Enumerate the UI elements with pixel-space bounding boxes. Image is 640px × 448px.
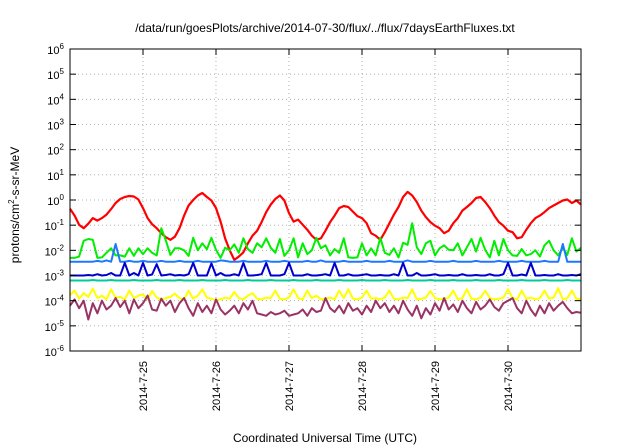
y-tick-label: 103 <box>47 118 64 133</box>
y-tick-label: 104 <box>47 92 64 107</box>
y-tick-base: 10 <box>47 95 59 107</box>
grid-lines <box>70 49 581 351</box>
y-tick-exp: -5 <box>57 319 65 328</box>
y-tick-label: 102 <box>47 143 64 158</box>
x-axis-label: Coordinated Universal Time (UTC) <box>233 431 417 445</box>
y-tick-base: 10 <box>45 272 57 284</box>
x-tick-label: 2014-7-25 <box>138 361 150 411</box>
series-line-3 <box>70 243 581 263</box>
y-axis-label-rest: -s-sr-MeV <box>8 147 22 200</box>
y-tick-base: 10 <box>47 45 59 57</box>
y-tick-exp: -6 <box>57 344 65 353</box>
y-tick-exp: 2 <box>60 143 65 152</box>
x-tick-label: 2014-7-29 <box>430 361 442 411</box>
x-tick-label: 2014-7-28 <box>357 361 369 411</box>
x-tick-label: 2014-7-26 <box>211 361 223 411</box>
series-line-7 <box>69 294 582 321</box>
y-tick-label: 105 <box>47 67 64 82</box>
y-tick-label: 10-1 <box>45 218 65 233</box>
x-tick-label: 2014-7-27 <box>284 361 296 411</box>
y-tick-label: 10-4 <box>45 294 65 309</box>
series-line-1 <box>69 190 582 261</box>
y-tick-base: 10 <box>47 171 59 183</box>
y-axis-label-sup: 2 <box>7 199 16 204</box>
series-lines <box>69 190 582 321</box>
y-tick-exp: -3 <box>57 269 65 278</box>
series-line-4 <box>70 261 582 277</box>
y-axis-label-main: protons/cm <box>8 204 22 263</box>
y-tick-exp: 6 <box>60 42 65 51</box>
y-tick-base: 10 <box>45 221 57 233</box>
x-tick-label: 2014-7-30 <box>503 361 515 411</box>
y-tick-exp: 4 <box>60 92 65 101</box>
y-tick-label: 10-5 <box>45 319 65 334</box>
y-tick-label: 101 <box>47 168 64 183</box>
x-axis-ticks: 2014-7-25 2014-7-26 2014-7-27 2014-7-28 2014… <box>138 49 515 411</box>
chart-title: /data/run/goesPlots/archive/2014-07-30/f… <box>135 21 515 35</box>
y-tick-base: 10 <box>47 121 59 133</box>
y-axis-ticks: 10-610-510-410-310-210-11001011021031041… <box>45 42 581 359</box>
y-tick-exp: 3 <box>60 118 65 127</box>
y-tick-exp: 1 <box>60 168 65 177</box>
series-line-5 <box>70 279 581 282</box>
y-tick-exp: 5 <box>60 67 65 76</box>
y-axis-label: protons/cm2-s-sr-MeV <box>7 147 22 263</box>
y-tick-label: 100 <box>47 193 64 208</box>
y-tick-exp: -2 <box>57 243 65 252</box>
y-tick-base: 10 <box>45 347 57 359</box>
y-tick-base: 10 <box>47 196 59 208</box>
series-line-2 <box>70 222 582 259</box>
y-tick-base: 10 <box>45 322 57 334</box>
y-tick-label: 10-6 <box>45 344 65 359</box>
y-tick-base: 10 <box>45 297 57 309</box>
y-tick-label: 10-3 <box>45 269 65 284</box>
y-tick-exp: -4 <box>57 294 65 303</box>
y-tick-base: 10 <box>47 146 59 158</box>
y-tick-label: 106 <box>47 42 64 57</box>
y-tick-exp: 0 <box>60 193 65 202</box>
y-tick-base: 10 <box>45 246 57 258</box>
y-tick-base: 10 <box>47 70 59 82</box>
y-tick-exp: -1 <box>57 218 65 227</box>
y-tick-label: 10-2 <box>45 243 65 258</box>
